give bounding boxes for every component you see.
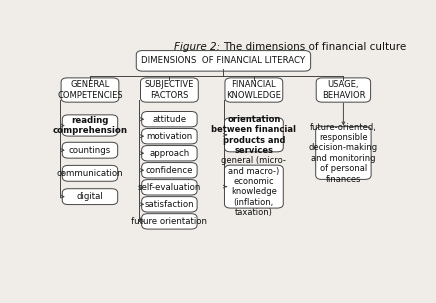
Text: attitude: attitude <box>152 115 187 124</box>
Text: SUBJECTIVE
FACTORS: SUBJECTIVE FACTORS <box>145 80 194 100</box>
FancyBboxPatch shape <box>62 115 118 136</box>
Text: motivation: motivation <box>146 132 193 141</box>
Text: DIMENSIONS  OF FINANCIAL LITERACY: DIMENSIONS OF FINANCIAL LITERACY <box>141 56 306 65</box>
Text: self-evaluation: self-evaluation <box>138 183 201 192</box>
Text: GENERAL
COMPETENCIES: GENERAL COMPETENCIES <box>57 80 123 100</box>
FancyBboxPatch shape <box>316 127 371 179</box>
FancyBboxPatch shape <box>225 165 283 208</box>
FancyBboxPatch shape <box>142 145 197 161</box>
FancyBboxPatch shape <box>142 214 197 229</box>
FancyBboxPatch shape <box>142 180 197 195</box>
FancyBboxPatch shape <box>140 78 198 102</box>
FancyBboxPatch shape <box>142 163 197 178</box>
Text: future orientation: future orientation <box>131 217 208 226</box>
FancyBboxPatch shape <box>142 197 197 212</box>
FancyBboxPatch shape <box>61 78 119 102</box>
FancyBboxPatch shape <box>62 165 118 181</box>
FancyBboxPatch shape <box>225 78 283 102</box>
Text: The dimensions of financial culture: The dimensions of financial culture <box>223 42 407 52</box>
FancyBboxPatch shape <box>62 189 118 205</box>
Text: satisfaction: satisfaction <box>145 200 194 209</box>
Text: digital: digital <box>77 192 103 201</box>
Text: communication: communication <box>57 169 123 178</box>
FancyBboxPatch shape <box>142 128 197 144</box>
Text: future-oriented,
responsible
decision-making
and monitoring
of personal
finances: future-oriented, responsible decision-ma… <box>309 122 378 184</box>
Text: Figure 2:: Figure 2: <box>174 42 223 52</box>
Text: confidence: confidence <box>146 166 193 175</box>
FancyBboxPatch shape <box>62 142 118 158</box>
Text: orientation
between financial
products and
services: orientation between financial products a… <box>211 115 296 155</box>
FancyBboxPatch shape <box>142 112 197 127</box>
Text: general (micro-
and macro-)
economic
knowledge
(inflation,
taxation): general (micro- and macro-) economic kno… <box>221 156 286 217</box>
FancyBboxPatch shape <box>225 118 283 152</box>
Text: reading
comprehension: reading comprehension <box>52 116 127 135</box>
Text: USAGE,
BEHAVIOR: USAGE, BEHAVIOR <box>322 80 365 100</box>
Text: countings: countings <box>69 146 111 155</box>
FancyBboxPatch shape <box>136 51 310 71</box>
Text: approach: approach <box>149 149 190 158</box>
Text: FINANCIAL
KNOWLEDGE: FINANCIAL KNOWLEDGE <box>226 80 281 100</box>
FancyBboxPatch shape <box>316 78 371 102</box>
